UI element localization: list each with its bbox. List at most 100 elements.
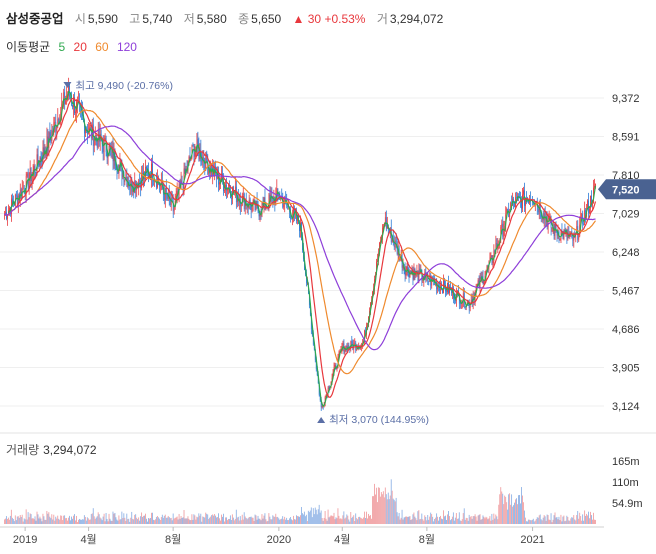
- volume-bar: [316, 514, 318, 524]
- volume-bar: [56, 518, 58, 524]
- volume-bar: [493, 513, 495, 524]
- volume-bar: [89, 519, 91, 524]
- volume-bar: [436, 513, 438, 524]
- candle: [72, 104, 73, 110]
- volume-bar: [158, 518, 160, 524]
- volume-bar: [516, 498, 517, 524]
- candle-body: [406, 266, 408, 271]
- volume-bar: [563, 515, 565, 524]
- x-tick-label: 4월: [334, 533, 350, 546]
- candle-body: [65, 99, 67, 105]
- volume-bar: [427, 515, 429, 524]
- volume-bar: [385, 494, 387, 524]
- volume-bar: [525, 521, 527, 524]
- volume-bar: [554, 512, 556, 524]
- volume-bar: [34, 516, 36, 524]
- volume-bar: [53, 514, 55, 524]
- volume-bar: [550, 513, 552, 524]
- volume-bar: [20, 516, 22, 524]
- ma-120-label[interactable]: 120: [116, 40, 137, 54]
- volume-bar: [573, 515, 575, 524]
- candle: [515, 192, 516, 209]
- candle-body: [203, 157, 205, 163]
- volume-bar: [177, 519, 179, 524]
- volume-bar: [496, 516, 498, 524]
- volume-bar: [357, 519, 359, 524]
- candle-body: [58, 118, 60, 125]
- volume-bar: [457, 518, 459, 524]
- volume-bar: [80, 519, 82, 524]
- volume-bar: [83, 515, 85, 524]
- volume-bar: [33, 519, 35, 524]
- ma-20-label[interactable]: 20: [73, 40, 87, 54]
- volume-bar: [471, 518, 473, 524]
- candle: [192, 142, 194, 147]
- volume-bar: [559, 520, 561, 524]
- candle-body: [509, 211, 511, 217]
- volume-bar: [201, 521, 203, 524]
- candle-body: [242, 193, 244, 196]
- volume-bar: [458, 512, 460, 524]
- ma-5-label[interactable]: 5: [58, 40, 66, 54]
- volume-bar: [179, 518, 181, 524]
- candle-body: [69, 85, 71, 97]
- volume-bar: [27, 512, 29, 524]
- volume-bar: [567, 516, 569, 524]
- candle-body: [439, 286, 441, 291]
- volume-bar: [340, 518, 342, 524]
- candle: [525, 198, 526, 215]
- volume-bar: [456, 518, 458, 524]
- volume-bar: [491, 513, 493, 524]
- ma-60-label[interactable]: 60: [95, 40, 109, 54]
- candle-body: [405, 270, 407, 276]
- volume-bar: [82, 519, 84, 524]
- volume-bar: [12, 519, 14, 524]
- volume-bar: [305, 514, 307, 524]
- candle: [434, 274, 436, 286]
- volume-bar: [92, 508, 94, 524]
- volume-bar: [480, 519, 482, 524]
- volume-bar: [349, 521, 351, 524]
- volume-tick-label: 110m: [612, 477, 639, 489]
- volume-bar: [586, 513, 588, 524]
- volume-bar: [569, 520, 571, 524]
- volume-bar: [67, 520, 69, 524]
- volume-bar: [263, 515, 265, 524]
- candle-body: [230, 191, 231, 199]
- volume-bar: [15, 520, 17, 524]
- volume-bar: [342, 515, 344, 524]
- x-tick-label: 2020: [267, 534, 291, 546]
- candle-body: [361, 343, 363, 347]
- candle: [29, 160, 31, 187]
- candle: [129, 179, 131, 196]
- grid-lines: [0, 97, 604, 407]
- volume-bar: [576, 515, 578, 524]
- volume-tick-label: 165m: [612, 456, 640, 468]
- volume-bar: [246, 519, 248, 524]
- candle: [385, 210, 387, 232]
- volume-bar: [382, 491, 384, 524]
- candle: [184, 162, 186, 175]
- candle: [240, 203, 242, 212]
- candle-body: [290, 212, 292, 219]
- candle-body: [480, 277, 482, 279]
- candle-body: [89, 127, 91, 128]
- candle-body: [496, 243, 498, 248]
- candle: [443, 274, 444, 294]
- candle: [158, 183, 160, 193]
- candle-body: [328, 387, 330, 390]
- volume-bar: [98, 514, 100, 524]
- volume-bar: [240, 520, 242, 524]
- volume-bar: [332, 516, 334, 524]
- volume-bar: [257, 515, 259, 524]
- volume-bar: [562, 516, 564, 524]
- volume-bar: [545, 520, 547, 524]
- volume-bar: [109, 518, 111, 524]
- volume-bar: [243, 512, 245, 524]
- volume-bar: [484, 518, 486, 524]
- volume-bar: [481, 518, 483, 524]
- candle: [6, 206, 7, 221]
- candle-body: [104, 138, 106, 140]
- volume-bar: [512, 506, 514, 524]
